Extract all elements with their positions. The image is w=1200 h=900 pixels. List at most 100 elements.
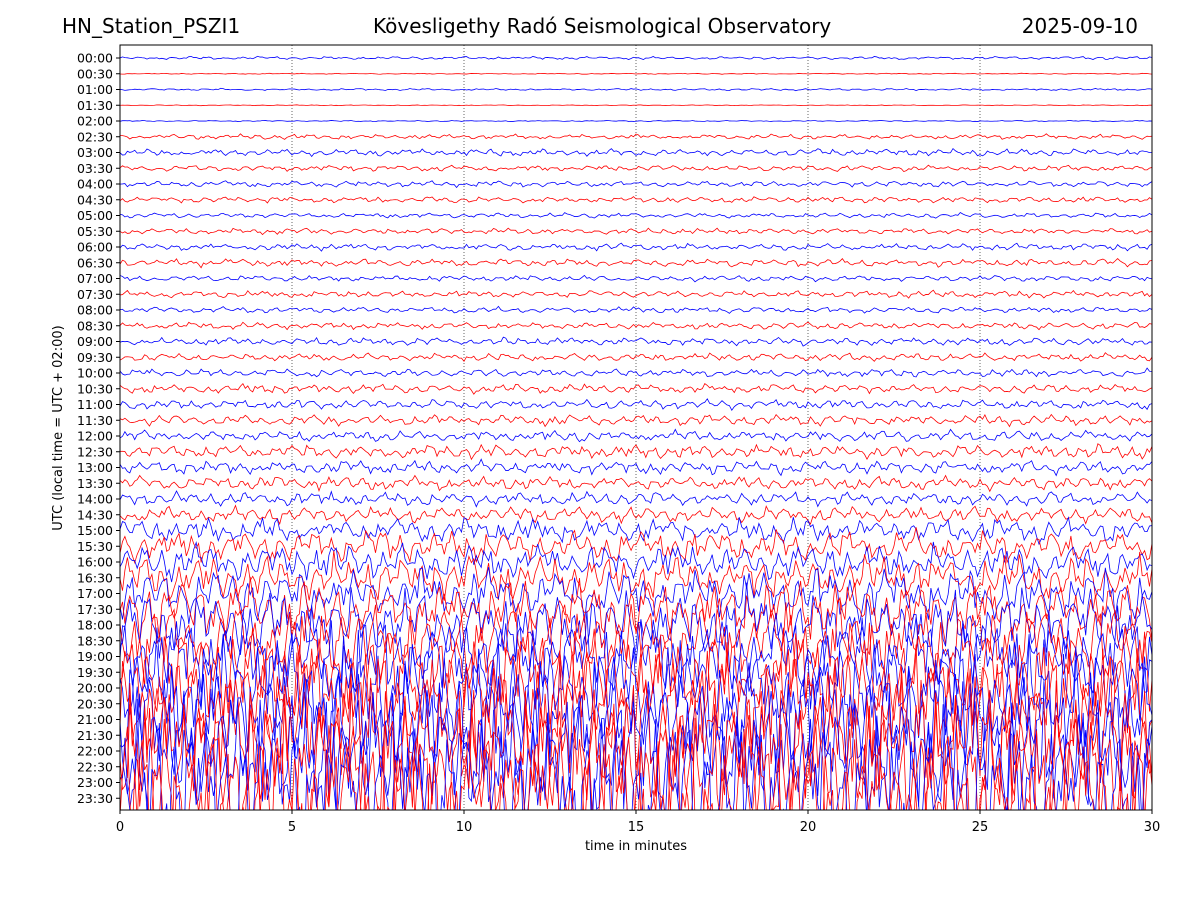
row-label-16: 08:00 — [77, 303, 113, 318]
row-label-38: 19:00 — [77, 649, 113, 664]
trace-08:00 — [120, 305, 1152, 314]
trace-15:00 — [120, 516, 1152, 546]
row-label-28: 14:00 — [77, 492, 113, 507]
trace-00:30 — [120, 72, 1152, 75]
row-label-12: 06:00 — [77, 240, 113, 255]
trace-03:00 — [120, 147, 1152, 158]
row-label-35: 17:30 — [77, 602, 113, 617]
trace-07:00 — [120, 274, 1152, 283]
row-label-21: 10:30 — [77, 381, 113, 396]
trace-23:00 — [120, 690, 1152, 810]
row-label-13: 06:30 — [77, 255, 113, 270]
row-label-18: 09:00 — [77, 334, 113, 349]
row-label-8: 04:00 — [77, 177, 113, 192]
chart-title: Kövesligethy Radó Seismological Observat… — [373, 14, 832, 38]
trace-02:00 — [120, 119, 1152, 123]
trace-05:00 — [120, 211, 1152, 219]
trace-20:30 — [120, 642, 1152, 772]
row-label-15: 07:30 — [77, 287, 113, 302]
row-label-42: 21:00 — [77, 712, 113, 727]
x-axis-ticks: 0 5 10 15 20 25 30 — [116, 810, 1160, 835]
row-label-3: 01:30 — [77, 98, 113, 113]
trace-09:30 — [120, 352, 1152, 363]
row-label-26: 13:00 — [77, 460, 113, 475]
row-label-37: 18:30 — [77, 633, 113, 648]
trace-02:30 — [120, 133, 1152, 140]
trace-21:30 — [120, 653, 1152, 810]
row-label-0: 00:00 — [77, 51, 113, 66]
trace-23:30 — [120, 725, 1152, 810]
row-label-23: 11:30 — [77, 413, 113, 428]
trace-15:30 — [120, 527, 1152, 565]
trace-06:00 — [120, 242, 1152, 252]
y-axis-label: UTC (local time = UTC + 02:00) — [51, 325, 66, 530]
row-label-1: 00:30 — [77, 66, 113, 81]
row-label-41: 20:30 — [77, 696, 113, 711]
trace-22:00 — [120, 666, 1152, 810]
trace-16:30 — [120, 550, 1152, 602]
row-label-9: 04:30 — [77, 192, 113, 207]
row-label-24: 12:00 — [77, 429, 113, 444]
row-label-45: 22:30 — [77, 759, 113, 774]
row-label-6: 03:00 — [77, 145, 113, 160]
trace-19:00 — [120, 605, 1152, 707]
trace-03:30 — [120, 164, 1152, 173]
x-axis-label: time in minutes — [585, 839, 687, 854]
row-label-2: 01:00 — [77, 82, 113, 97]
trace-20:00 — [120, 629, 1152, 753]
row-label-44: 22:00 — [77, 744, 113, 759]
row-label-27: 13:30 — [77, 476, 113, 491]
row-label-31: 15:30 — [77, 539, 113, 554]
x-tick-label-1: 5 — [288, 820, 296, 835]
trace-01:00 — [120, 87, 1152, 92]
row-label-4: 02:00 — [77, 114, 113, 129]
row-label-20: 10:00 — [77, 366, 113, 381]
trace-00:00 — [120, 55, 1152, 60]
row-label-5: 02:30 — [77, 129, 113, 144]
trace-10:00 — [120, 367, 1152, 378]
trace-04:30 — [120, 196, 1152, 204]
row-label-19: 09:30 — [77, 350, 113, 365]
x-tick-label-6: 30 — [1144, 820, 1161, 835]
row-label-34: 17:00 — [77, 586, 113, 601]
record-date: 2025-09-10 — [1021, 14, 1138, 38]
trace-14:30 — [120, 504, 1152, 526]
trace-17:30 — [120, 576, 1152, 646]
trace-06:30 — [120, 258, 1152, 269]
trace-12:30 — [120, 443, 1152, 461]
x-tick-label-4: 20 — [800, 820, 817, 835]
row-label-47: 23:30 — [77, 791, 113, 806]
row-label-30: 15:00 — [77, 523, 113, 538]
y-axis-labels: 00:0000:3001:0001:3002:0002:3003:0003:30… — [77, 51, 120, 806]
trace-17:00 — [120, 566, 1152, 625]
row-label-36: 18:00 — [77, 618, 113, 633]
trace-14:00 — [120, 490, 1152, 508]
trace-10:30 — [120, 382, 1152, 395]
row-label-7: 03:30 — [77, 161, 113, 176]
trace-13:00 — [120, 458, 1152, 477]
trace-16:00 — [120, 540, 1152, 583]
x-tick-label-0: 0 — [116, 820, 124, 835]
trace-13:30 — [120, 474, 1152, 493]
row-label-22: 11:00 — [77, 397, 113, 412]
trace-01:30 — [120, 104, 1152, 107]
row-label-46: 23:00 — [77, 775, 113, 790]
row-label-17: 08:30 — [77, 318, 113, 333]
trace-09:00 — [120, 336, 1152, 347]
row-label-29: 14:30 — [77, 507, 113, 522]
row-label-40: 20:00 — [77, 681, 113, 696]
station-id: HN_Station_PSZI1 — [62, 14, 241, 38]
row-label-39: 19:30 — [77, 665, 113, 680]
row-label-11: 05:30 — [77, 224, 113, 239]
trace-08:30 — [120, 321, 1152, 331]
row-label-43: 21:30 — [77, 728, 113, 743]
row-label-14: 07:00 — [77, 271, 113, 286]
trace-12:00 — [120, 428, 1152, 443]
row-label-33: 16:30 — [77, 570, 113, 585]
x-tick-label-2: 10 — [456, 820, 473, 835]
x-tick-label-5: 25 — [972, 820, 989, 835]
trace-04:00 — [120, 180, 1152, 189]
row-label-32: 16:00 — [77, 555, 113, 570]
row-label-25: 12:30 — [77, 444, 113, 459]
